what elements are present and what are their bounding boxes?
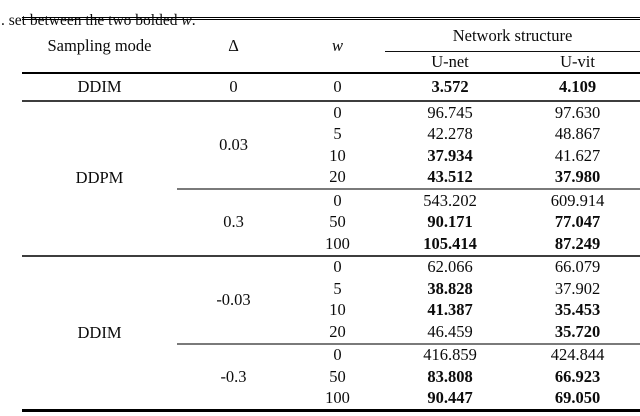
cell-unet-value: 83.808 xyxy=(427,366,473,386)
table-body: DDIM 0 0 3.572 4.109 DDPM 0.03 0 96.745 … xyxy=(22,73,640,411)
table-row: 20 46.459 35.720 xyxy=(22,321,640,344)
cell-w: 5 xyxy=(333,124,342,144)
header-uvit: U-vit xyxy=(515,51,640,74)
cell-unet-value: 416.859 xyxy=(385,342,515,366)
cell-unet-value: 90.447 xyxy=(427,388,473,408)
cell-unet-value: 62.066 xyxy=(385,254,515,278)
header-sampling-mode: Sampling mode xyxy=(22,18,177,74)
cell-uvit-value: 77.047 xyxy=(554,212,601,232)
header-row-1: Sampling mode Δ w Network structure xyxy=(22,18,640,74)
header-unet: U-net xyxy=(385,51,515,74)
cell-unet-value: 41.387 xyxy=(427,300,473,320)
cell-unet-value: 37.934 xyxy=(427,145,473,165)
cell-w: 0 xyxy=(290,188,385,212)
cell-w: 5 xyxy=(333,278,342,298)
table-row: 100 90.447 69.050 xyxy=(22,388,640,411)
table-row: 10 37.934 41.627 xyxy=(22,145,640,167)
cell-unet-value: 96.745 xyxy=(385,100,515,124)
header-row-2: U-net U-vit xyxy=(22,51,640,74)
cell-w: 10 xyxy=(329,145,346,165)
cell-uvit-value: 66.079 xyxy=(515,254,640,278)
cell-w: 100 xyxy=(325,233,350,253)
cell-uvit-value: 35.720 xyxy=(554,321,601,341)
table-row: 10 41.387 35.453 xyxy=(22,300,640,322)
cell-sampling-mode: DDIM xyxy=(22,254,177,411)
cell-delta: 0.3 xyxy=(177,188,290,256)
cell-unet-value: 38.828 xyxy=(427,278,473,298)
table-row: DDPM 0.03 0 96.745 97.630 xyxy=(22,100,640,256)
cell-uvit-value: 609.914 xyxy=(515,188,640,212)
cell-w: 10 xyxy=(329,300,346,320)
cell-unet-value: 43.512 xyxy=(427,167,473,187)
table-row: 50 83.808 66.923 xyxy=(22,366,640,388)
cell-sampling-mode: DDPM xyxy=(22,100,177,256)
cell-uvit-value: 424.844 xyxy=(515,342,640,366)
table-row: 20 43.512 37.980 xyxy=(22,167,640,190)
cell-w: 20 xyxy=(329,321,346,341)
cell-w: 50 xyxy=(329,212,346,232)
table-row: 5 42.278 48.867 xyxy=(22,124,640,146)
cell-delta: 0 xyxy=(229,77,238,96)
cell-w: 0 xyxy=(290,100,385,124)
cell-unet-value: 543.202 xyxy=(385,188,515,212)
cell-unet-value: 90.171 xyxy=(427,212,473,232)
cell-w: 0 xyxy=(333,77,342,96)
table-row: DDIM -0.03 0 62.066 66.079 xyxy=(22,254,640,411)
cell-w: 0 xyxy=(290,342,385,366)
cell-delta: -0.3 xyxy=(177,342,290,411)
table-row: 5 38.828 37.902 xyxy=(22,278,640,300)
results-table: Sampling mode Δ w Network structure U-ne… xyxy=(22,17,640,412)
cell-w: 50 xyxy=(329,366,346,386)
cell-uvit-value: 87.249 xyxy=(554,233,601,253)
cell-delta: 0.03 xyxy=(177,100,290,189)
cell-w: 20 xyxy=(329,167,346,187)
cell-unet-value: 3.572 xyxy=(431,77,469,96)
cell-uvit-value: 41.627 xyxy=(554,145,601,165)
cell-delta: -0.03 xyxy=(177,254,290,344)
table-row: -0.3 0 416.859 424.844 xyxy=(22,342,640,411)
header-delta: Δ xyxy=(177,18,290,74)
cell-uvit-value: 37.902 xyxy=(554,278,601,298)
table-header: Sampling mode Δ w Network structure U-ne… xyxy=(22,18,640,74)
cell-uvit-value: 4.109 xyxy=(558,77,597,96)
table-row: 0.3 0 543.202 609.914 xyxy=(22,188,640,256)
cell-unet-value: 105.414 xyxy=(423,233,477,253)
cell-uvit-value: 37.980 xyxy=(554,167,601,187)
cell-uvit-value: 48.867 xyxy=(554,124,601,144)
cell-w: 100 xyxy=(325,388,350,408)
table-row: 100 105.414 87.249 xyxy=(22,233,640,256)
header-w: w xyxy=(290,18,385,74)
cell-sampling-mode: DDIM xyxy=(77,77,122,96)
cell-uvit-value: 69.050 xyxy=(554,388,601,408)
cell-w: 0 xyxy=(290,254,385,278)
cell-uvit-value: 97.630 xyxy=(515,100,640,124)
cell-unet-value: 46.459 xyxy=(427,321,473,341)
header-network-structure: Network structure xyxy=(385,18,640,52)
cell-unet-value: 42.278 xyxy=(427,124,473,144)
table-row: 50 90.171 77.047 xyxy=(22,212,640,234)
cell-uvit-value: 35.453 xyxy=(554,300,601,320)
cell-uvit-value: 66.923 xyxy=(554,366,601,386)
table-row: DDIM 0 0 3.572 4.109 xyxy=(22,73,640,101)
